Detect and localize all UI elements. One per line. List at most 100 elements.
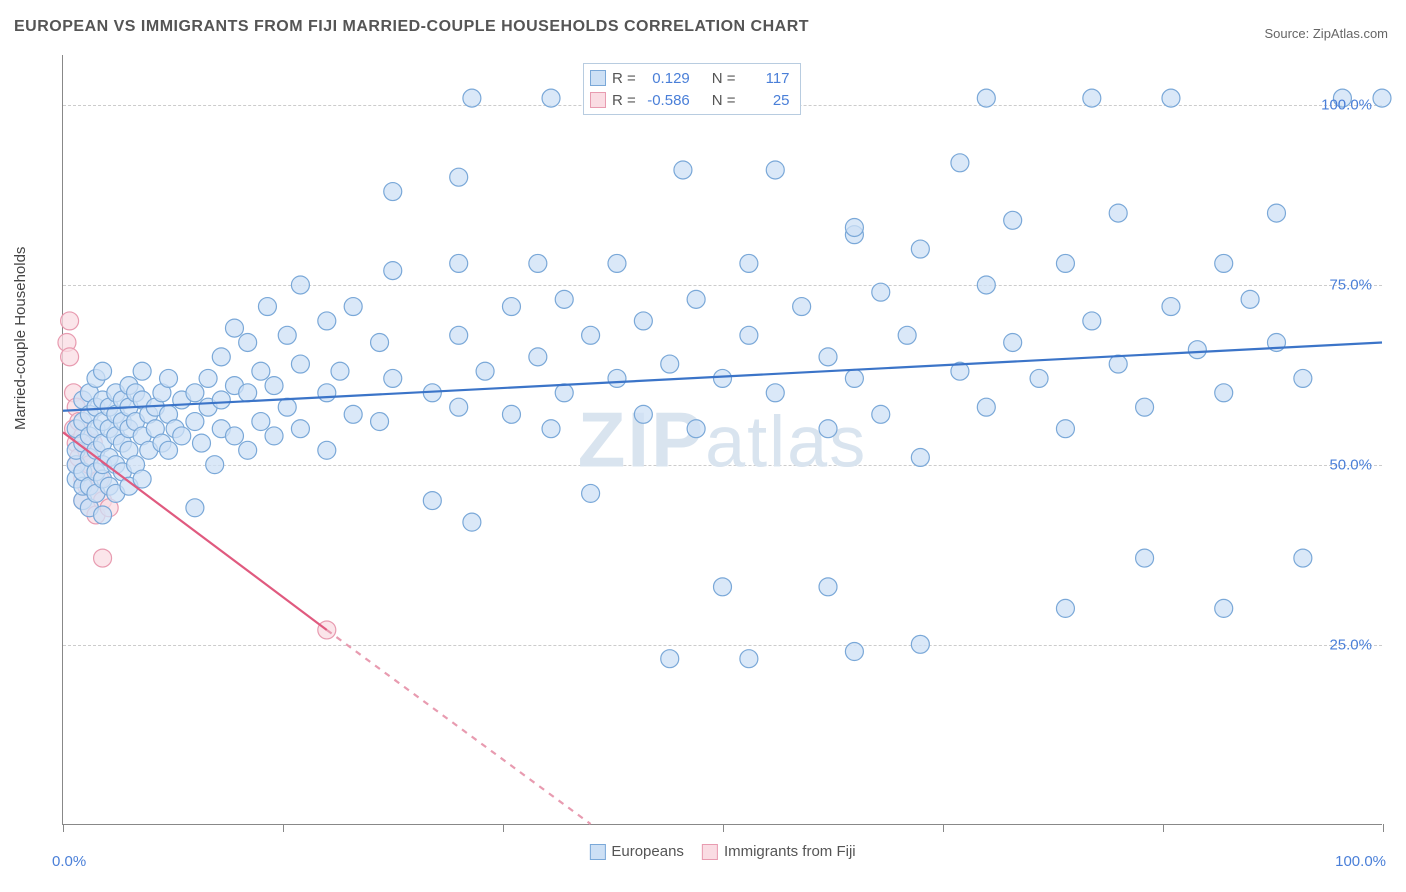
data-point bbox=[1083, 89, 1101, 107]
data-point bbox=[212, 391, 230, 409]
data-point bbox=[291, 355, 309, 373]
correlation-stats-legend: R = 0.129 N = 117 R = -0.586 N = 25 bbox=[583, 63, 801, 115]
data-point bbox=[740, 254, 758, 272]
data-point bbox=[687, 420, 705, 438]
data-point bbox=[714, 578, 732, 596]
data-point bbox=[911, 240, 929, 258]
swatch-fiji bbox=[702, 844, 718, 860]
data-point bbox=[740, 650, 758, 668]
data-point bbox=[94, 549, 112, 567]
data-point bbox=[529, 348, 547, 366]
ytick-label: 75.0% bbox=[1329, 277, 1372, 294]
data-point bbox=[1109, 204, 1127, 222]
data-point bbox=[278, 398, 296, 416]
legend-label-europeans: Europeans bbox=[611, 843, 684, 860]
data-point bbox=[133, 470, 151, 488]
trend-line bbox=[327, 630, 591, 824]
data-point bbox=[199, 369, 217, 387]
series-legend: Europeans Immigrants from Fiji bbox=[589, 843, 855, 860]
data-point bbox=[384, 369, 402, 387]
data-point bbox=[714, 369, 732, 387]
data-point bbox=[1004, 333, 1022, 351]
data-point bbox=[186, 413, 204, 431]
n-label: N = bbox=[712, 70, 736, 87]
data-point bbox=[845, 643, 863, 661]
data-point bbox=[265, 377, 283, 395]
data-point bbox=[291, 276, 309, 294]
data-point bbox=[1083, 312, 1101, 330]
trend-line bbox=[63, 432, 327, 630]
data-point bbox=[977, 89, 995, 107]
data-point bbox=[766, 161, 784, 179]
xtick bbox=[503, 824, 504, 832]
data-point bbox=[502, 298, 520, 316]
data-point bbox=[186, 499, 204, 517]
data-point bbox=[1109, 355, 1127, 373]
data-point bbox=[1373, 89, 1391, 107]
data-point bbox=[872, 405, 890, 423]
legend-label-fiji: Immigrants from Fiji bbox=[724, 843, 856, 860]
data-point bbox=[239, 333, 257, 351]
data-point bbox=[61, 312, 79, 330]
data-point bbox=[450, 168, 468, 186]
data-point bbox=[61, 348, 79, 366]
data-point bbox=[423, 492, 441, 510]
stats-row-fiji: R = -0.586 N = 25 bbox=[590, 89, 790, 111]
data-point bbox=[160, 441, 178, 459]
data-point bbox=[252, 362, 270, 380]
data-point bbox=[634, 312, 652, 330]
data-point bbox=[476, 362, 494, 380]
data-point bbox=[258, 298, 276, 316]
data-point bbox=[687, 290, 705, 308]
data-point bbox=[1056, 420, 1074, 438]
data-point bbox=[265, 427, 283, 445]
data-point bbox=[1294, 549, 1312, 567]
data-point bbox=[463, 513, 481, 531]
data-point bbox=[344, 405, 362, 423]
data-point bbox=[239, 384, 257, 402]
data-point bbox=[819, 348, 837, 366]
xtick bbox=[283, 824, 284, 832]
data-point bbox=[793, 298, 811, 316]
data-point bbox=[278, 326, 296, 344]
xtick bbox=[1383, 824, 1384, 832]
data-point bbox=[1004, 211, 1022, 229]
ytick-label: 100.0% bbox=[1321, 97, 1372, 114]
data-point bbox=[542, 420, 560, 438]
data-point bbox=[951, 154, 969, 172]
data-point bbox=[1267, 204, 1285, 222]
data-point bbox=[740, 326, 758, 344]
data-point bbox=[344, 298, 362, 316]
data-point bbox=[555, 384, 573, 402]
data-point bbox=[1136, 398, 1154, 416]
data-point bbox=[608, 254, 626, 272]
chart-svg bbox=[63, 55, 1382, 824]
data-point bbox=[331, 362, 349, 380]
swatch-europeans bbox=[589, 844, 605, 860]
data-point bbox=[872, 283, 890, 301]
data-point bbox=[911, 635, 929, 653]
r-label: R = bbox=[612, 70, 636, 87]
data-point bbox=[845, 218, 863, 236]
data-point bbox=[384, 262, 402, 280]
r-value-fiji: -0.586 bbox=[642, 92, 690, 109]
xtick bbox=[943, 824, 944, 832]
r-label: R = bbox=[612, 92, 636, 109]
data-point bbox=[661, 650, 679, 668]
data-point bbox=[94, 362, 112, 380]
data-point bbox=[1056, 599, 1074, 617]
swatch-europeans bbox=[590, 70, 606, 86]
data-point bbox=[193, 434, 211, 452]
data-point bbox=[463, 89, 481, 107]
data-point bbox=[819, 578, 837, 596]
data-point bbox=[212, 348, 230, 366]
data-point bbox=[450, 254, 468, 272]
n-label: N = bbox=[712, 92, 736, 109]
plot-area: ZIPatlas R = 0.129 N = 117 R = -0.586 N … bbox=[62, 55, 1382, 825]
data-point bbox=[898, 326, 916, 344]
xtick bbox=[1163, 824, 1164, 832]
source-attribution: Source: ZipAtlas.com bbox=[1264, 26, 1388, 41]
data-point bbox=[1294, 369, 1312, 387]
data-point bbox=[766, 384, 784, 402]
n-value-fiji: 25 bbox=[742, 92, 790, 109]
